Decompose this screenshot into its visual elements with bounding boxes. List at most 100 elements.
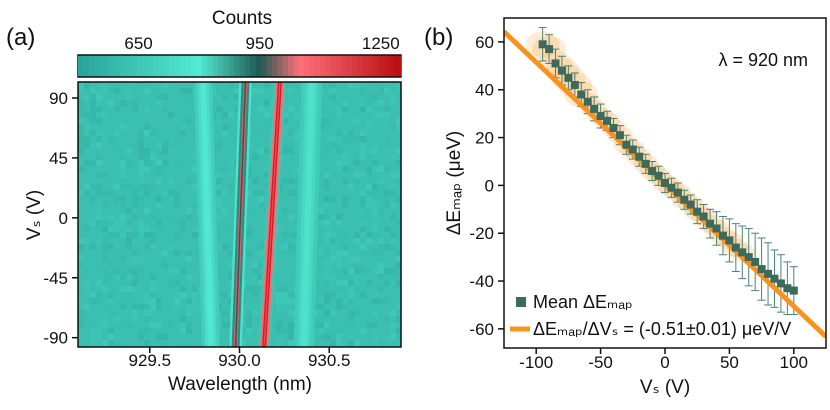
heatmap-cell (252, 220, 258, 226)
heatmap-cell (102, 226, 108, 232)
heatmap-cell (264, 100, 270, 106)
heatmap-cell (360, 268, 366, 274)
heatmap-cell (144, 316, 150, 322)
heatmap-cell (156, 202, 162, 208)
colorbar-segment (298, 56, 305, 76)
heatmap-cell (126, 88, 132, 94)
colorbar-segment (137, 56, 144, 76)
colorbar-segment (374, 56, 380, 76)
heatmap-cell (336, 304, 342, 310)
heatmap-cell (78, 88, 84, 94)
heatmap-emission-lines (193, 82, 323, 347)
heatmap-cell (138, 280, 144, 286)
heatmap-cell (390, 202, 396, 208)
heatmap-cell (318, 124, 324, 130)
data-point (731, 243, 740, 252)
heatmap-cell (150, 184, 156, 190)
heatmap-cell (138, 178, 144, 184)
heatmap-cell (330, 238, 336, 244)
heatmap-cell (138, 172, 144, 178)
heatmap-cell (186, 214, 192, 220)
heatmap-cell (84, 94, 90, 100)
heatmap-cell (96, 220, 102, 226)
heatmap-cell (108, 334, 114, 340)
heatmap-cell (90, 328, 96, 334)
heatmap-cell (84, 142, 90, 148)
heatmap-cell (132, 94, 138, 100)
heatmap-cell (378, 112, 384, 118)
heatmap-cell (84, 280, 90, 286)
heatmap-plot-a (78, 82, 401, 347)
heatmap-cell (216, 268, 222, 274)
heatmap-cell (366, 118, 372, 124)
heatmap-cell (348, 298, 354, 304)
colorbar-tick-label: 950 (246, 34, 274, 53)
heatmap-cell (276, 304, 282, 310)
heatmap-cell (336, 94, 342, 100)
heatmap-cell (144, 88, 150, 94)
heatmap-cell (264, 136, 270, 142)
heatmap-cell (396, 82, 401, 88)
heatmap-cell (192, 196, 198, 202)
heatmap-cell (96, 160, 102, 166)
colorbar-segment (261, 56, 267, 76)
heatmap-cell (264, 172, 270, 178)
heatmap-cell (120, 274, 126, 280)
heatmap-cell (264, 148, 270, 154)
heatmap-cell (396, 316, 401, 322)
heatmap-cell (144, 160, 150, 166)
heatmap-cell (384, 106, 390, 112)
heatmap-cell (396, 88, 401, 94)
heatmap-cell (186, 178, 192, 184)
heatmap-cell (372, 160, 378, 166)
heatmap-cell (162, 250, 168, 256)
heatmap-cell (378, 184, 384, 190)
heatmap-cell (390, 268, 396, 274)
heatmap-cell (348, 292, 354, 298)
heatmap-cell (252, 190, 258, 196)
colorbar-segment (83, 56, 90, 76)
heatmap-cell (186, 208, 192, 214)
heatmap-cell (342, 298, 348, 304)
heatmap-cell (348, 334, 354, 340)
emission-line-core (263, 82, 281, 347)
heatmap-cell (78, 238, 84, 244)
heatmap-cell (396, 256, 401, 262)
heatmap-cell (372, 112, 378, 118)
colorbar-segment (331, 56, 337, 76)
heatmap-cell (156, 136, 162, 142)
heatmap-cell (132, 286, 138, 292)
colorbar-segment (147, 56, 154, 76)
heatmap-cell (132, 196, 138, 202)
heatmap-cell (324, 286, 330, 292)
heatmap-cell (216, 82, 222, 88)
heatmap-cell (396, 130, 401, 136)
heatmap-cell (180, 328, 186, 334)
heatmap-cell (366, 190, 372, 196)
heatmap-cell (330, 136, 336, 142)
heatmap-cell (330, 310, 336, 316)
heatmap-cell (384, 268, 390, 274)
emission-line (193, 82, 221, 347)
heatmap-cell (84, 136, 90, 142)
heatmap-cell (120, 196, 126, 202)
heatmap-cell (120, 232, 126, 238)
heatmap-cell (342, 94, 348, 100)
heatmap-cell (108, 136, 114, 142)
heatmap-cell (186, 118, 192, 124)
heatmap-cell (258, 190, 264, 196)
heatmap-cell (348, 286, 354, 292)
heatmap-cell (84, 226, 90, 232)
heatmap-cell (324, 256, 330, 262)
heatmap-cell (330, 232, 336, 238)
heatmap-cell (258, 196, 264, 202)
heatmap-cell (132, 280, 138, 286)
heatmap-cell (162, 202, 168, 208)
heatmap-cell (174, 298, 180, 304)
heatmap-cell (276, 298, 282, 304)
heatmap-cell (354, 262, 360, 268)
heatmap-cell (132, 250, 138, 256)
heatmap-cell (216, 244, 222, 250)
heatmap-cell (84, 160, 90, 166)
heatmap-cell (396, 178, 401, 184)
